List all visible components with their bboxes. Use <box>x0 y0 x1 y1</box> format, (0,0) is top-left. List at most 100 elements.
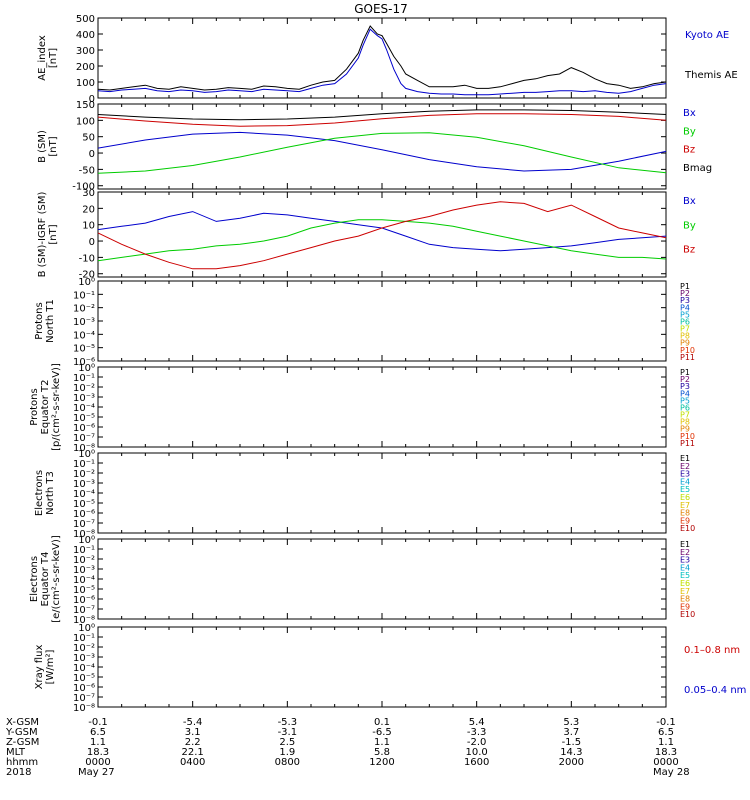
y-tick-label: 10⁰ <box>78 277 95 288</box>
legend-entry: P5 <box>680 310 690 319</box>
x-axis-value: 2.5 <box>279 737 295 748</box>
x-axis-row-label: MLT <box>6 747 26 758</box>
legend-entry: Bx <box>683 196 696 207</box>
legend-entry: By <box>683 126 696 137</box>
y-axis-label: [nT] <box>48 48 59 68</box>
y-tick-label: 30 <box>82 188 95 199</box>
x-axis-value: 0800 <box>275 757 300 768</box>
y-tick-label: -50 <box>79 165 95 176</box>
y-tick-label: 10⁻⁴ <box>73 663 95 674</box>
panel-4: 10⁻⁶ 10⁻⁵ 10⁻⁴ 10⁻³ 10⁻² 10⁻¹ 10⁰ Protons North … <box>34 277 695 368</box>
x-axis-value: 6.5 <box>90 727 106 738</box>
x-axis-value: -3.3 <box>467 727 487 738</box>
y-tick-label: 20 <box>82 204 95 215</box>
x-axis-value: 1.9 <box>279 747 295 758</box>
x-axis-row-label: 2018 <box>6 767 31 778</box>
y-tick-label: 10⁻⁷ <box>73 519 95 530</box>
y-axis-label: [W/m²] <box>45 649 56 684</box>
legend-entry: Bz <box>683 145 695 156</box>
y-axis-label: Equator T4 <box>40 552 51 607</box>
y-tick-label: 200 <box>76 62 95 73</box>
x-axis-value: -0.1 <box>88 717 108 728</box>
legend-entry: P2 <box>680 289 690 298</box>
legend-entry: P10 <box>680 432 695 441</box>
y-tick-label: 10⁻⁶ <box>73 357 95 368</box>
x-axis-value: 10.0 <box>466 747 488 758</box>
y-axis-label: B (SM) <box>37 130 48 163</box>
y-tick-label: 10⁻³ <box>73 317 95 328</box>
series-line-bx <box>97 131 667 172</box>
y-tick-label: 10⁻² <box>73 555 95 566</box>
legend-entry: P4 <box>680 389 690 398</box>
y-axis-label: North T1 <box>45 299 56 343</box>
y-tick-label: 10⁻⁷ <box>73 693 95 704</box>
legend-entry: P8 <box>680 418 690 427</box>
y-tick-label: 10⁰ <box>78 535 95 546</box>
x-axis-value: 1.1 <box>90 737 106 748</box>
y-tick-label: 10⁻⁵ <box>73 673 95 684</box>
legend-entry: E7 <box>680 501 690 510</box>
y-tick-label: 10⁻⁵ <box>73 413 95 424</box>
series-line-by <box>97 219 667 262</box>
x-axis-value: 1.1 <box>374 737 390 748</box>
x-axis-value: -1.5 <box>562 737 582 748</box>
legend-entry: E3 <box>680 556 690 565</box>
x-axis-value: 0000 <box>653 757 678 768</box>
x-axis-value: 5.3 <box>563 717 579 728</box>
x-axis-value: 5.4 <box>469 717 485 728</box>
y-tick-label: 150 <box>76 100 95 111</box>
legend-entry: Kyoto AE <box>685 30 729 41</box>
x-axis-value: -0.1 <box>656 717 676 728</box>
y-tick-label: 10⁻⁷ <box>73 433 95 444</box>
x-axis-value: May 27 <box>78 767 115 778</box>
legend-entry: E1 <box>680 540 690 549</box>
x-axis-value: 6.5 <box>658 727 674 738</box>
y-tick-label: 10⁰ <box>78 623 95 634</box>
legend-entry: E4 <box>680 563 690 572</box>
series-line-kyoto-ae <box>97 28 667 96</box>
x-axis-value: -6.5 <box>372 727 392 738</box>
y-tick-label: 10⁻⁴ <box>73 403 95 414</box>
y-tick-label: 10⁻⁶ <box>73 683 95 694</box>
y-tick-label: 50 <box>82 133 95 144</box>
y-tick-label: -100 <box>72 182 95 193</box>
y-axis-label: North T3 <box>45 471 56 515</box>
legend-entry: 0.05–0.4 nm <box>684 685 746 696</box>
y-axis-label: Protons <box>34 302 45 339</box>
y-tick-label: -20 <box>79 270 95 281</box>
y-tick-label: 10⁻⁶ <box>73 423 95 434</box>
x-axis-row-label: hhmm <box>6 757 38 768</box>
y-tick-label: 0 <box>89 237 95 248</box>
x-axis-value: 1600 <box>464 757 489 768</box>
legend-entry: Bmag <box>683 163 712 174</box>
legend-entry: E1 <box>680 454 690 463</box>
y-tick-label: 10 <box>82 221 95 232</box>
x-axis-row-label: Z-GSM <box>6 737 39 748</box>
legend-entry: P1 <box>680 282 690 291</box>
legend-entry: Bx <box>683 108 696 119</box>
x-axis-value: 18.3 <box>655 747 677 758</box>
legend-entry: P3 <box>680 296 690 305</box>
y-axis-label: [p/(cm²-s-sr-keV)] <box>51 363 62 451</box>
series-line-themis-ae <box>97 25 667 91</box>
panel-2: -100 -50 0 50 100 150 B (SM) [nT] Bx By Bz Bmag <box>37 100 712 193</box>
legend-entry: P8 <box>680 332 690 341</box>
x-axis-value: -2.0 <box>467 737 487 748</box>
legend-entry: E8 <box>680 509 690 518</box>
y-tick-label: 10⁻⁴ <box>73 489 95 500</box>
x-axis-value: 1200 <box>369 757 394 768</box>
y-tick-label: 10⁻⁷ <box>73 605 95 616</box>
x-axis-value: 1.1 <box>658 737 674 748</box>
y-tick-label: 10⁻⁸ <box>73 443 95 454</box>
y-tick-label: 10⁻¹ <box>73 290 95 301</box>
y-tick-label: 10⁻¹ <box>73 459 95 470</box>
x-axis-value: 5.8 <box>374 747 390 758</box>
series-line-bx <box>97 211 667 252</box>
x-axis-row-label: Y-GSM <box>5 727 38 738</box>
y-tick-label: -10 <box>79 253 95 264</box>
legend-entry: E6 <box>680 493 690 502</box>
legend-entry: E8 <box>680 595 690 604</box>
y-axis-label: Electrons <box>34 470 45 516</box>
